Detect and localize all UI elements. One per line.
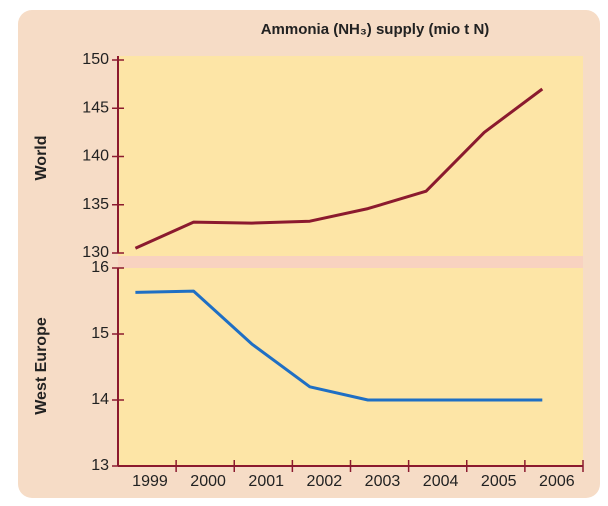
x-tick-label: 2000 <box>190 473 226 490</box>
x-tick-label: 2001 <box>248 473 284 490</box>
y-tick-label: 140 <box>82 148 109 165</box>
x-tick-label: 2002 <box>307 473 343 490</box>
series-line <box>134 87 544 250</box>
y-tick-label: 15 <box>91 325 109 342</box>
y-tick-label: 145 <box>82 99 109 116</box>
y-tick-label: 130 <box>82 244 109 261</box>
y-tick-label: 13 <box>91 457 109 474</box>
y-axis-label: West Europe <box>33 317 50 415</box>
x-tick-label: 2003 <box>365 473 401 490</box>
y-tick-label: 135 <box>82 196 109 213</box>
series-line <box>135 289 543 402</box>
x-tick-label: 2004 <box>423 473 459 490</box>
y-tick-label: 150 <box>82 51 109 68</box>
plot-area-bottom <box>118 268 583 466</box>
y-axis-label: World <box>33 135 50 180</box>
y-tick-label: 14 <box>91 391 109 408</box>
x-tick-label: 1999 <box>132 473 168 490</box>
x-tick-label: 2005 <box>481 473 517 490</box>
y-tick-label: 16 <box>91 259 109 276</box>
panel-separator <box>118 256 583 268</box>
x-tick-label: 2006 <box>539 473 575 490</box>
chart-title: Ammonia (NH₃) supply (mio t N) <box>261 21 490 38</box>
